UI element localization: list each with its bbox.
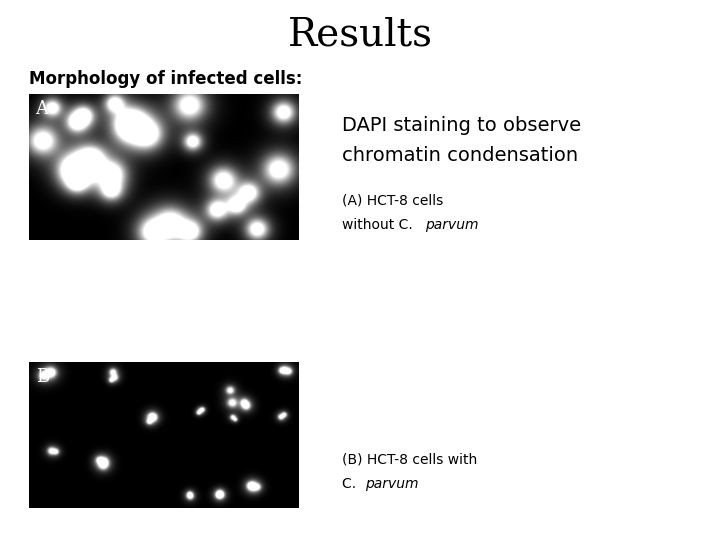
Text: C.: C. <box>342 477 361 491</box>
Text: DAPI staining to observe: DAPI staining to observe <box>342 116 581 136</box>
Text: A: A <box>35 100 48 118</box>
Text: B: B <box>35 368 49 386</box>
Text: Results: Results <box>287 16 433 53</box>
Text: (A) HCT-8 cells: (A) HCT-8 cells <box>342 194 444 208</box>
Text: (B) HCT-8 cells with: (B) HCT-8 cells with <box>342 453 477 467</box>
Text: Morphology of infected cells:: Morphology of infected cells: <box>29 70 302 88</box>
Text: chromatin condensation: chromatin condensation <box>342 146 578 165</box>
Text: parvum: parvum <box>425 218 478 232</box>
Text: without C.: without C. <box>342 218 417 232</box>
Text: parvum: parvum <box>365 477 418 491</box>
